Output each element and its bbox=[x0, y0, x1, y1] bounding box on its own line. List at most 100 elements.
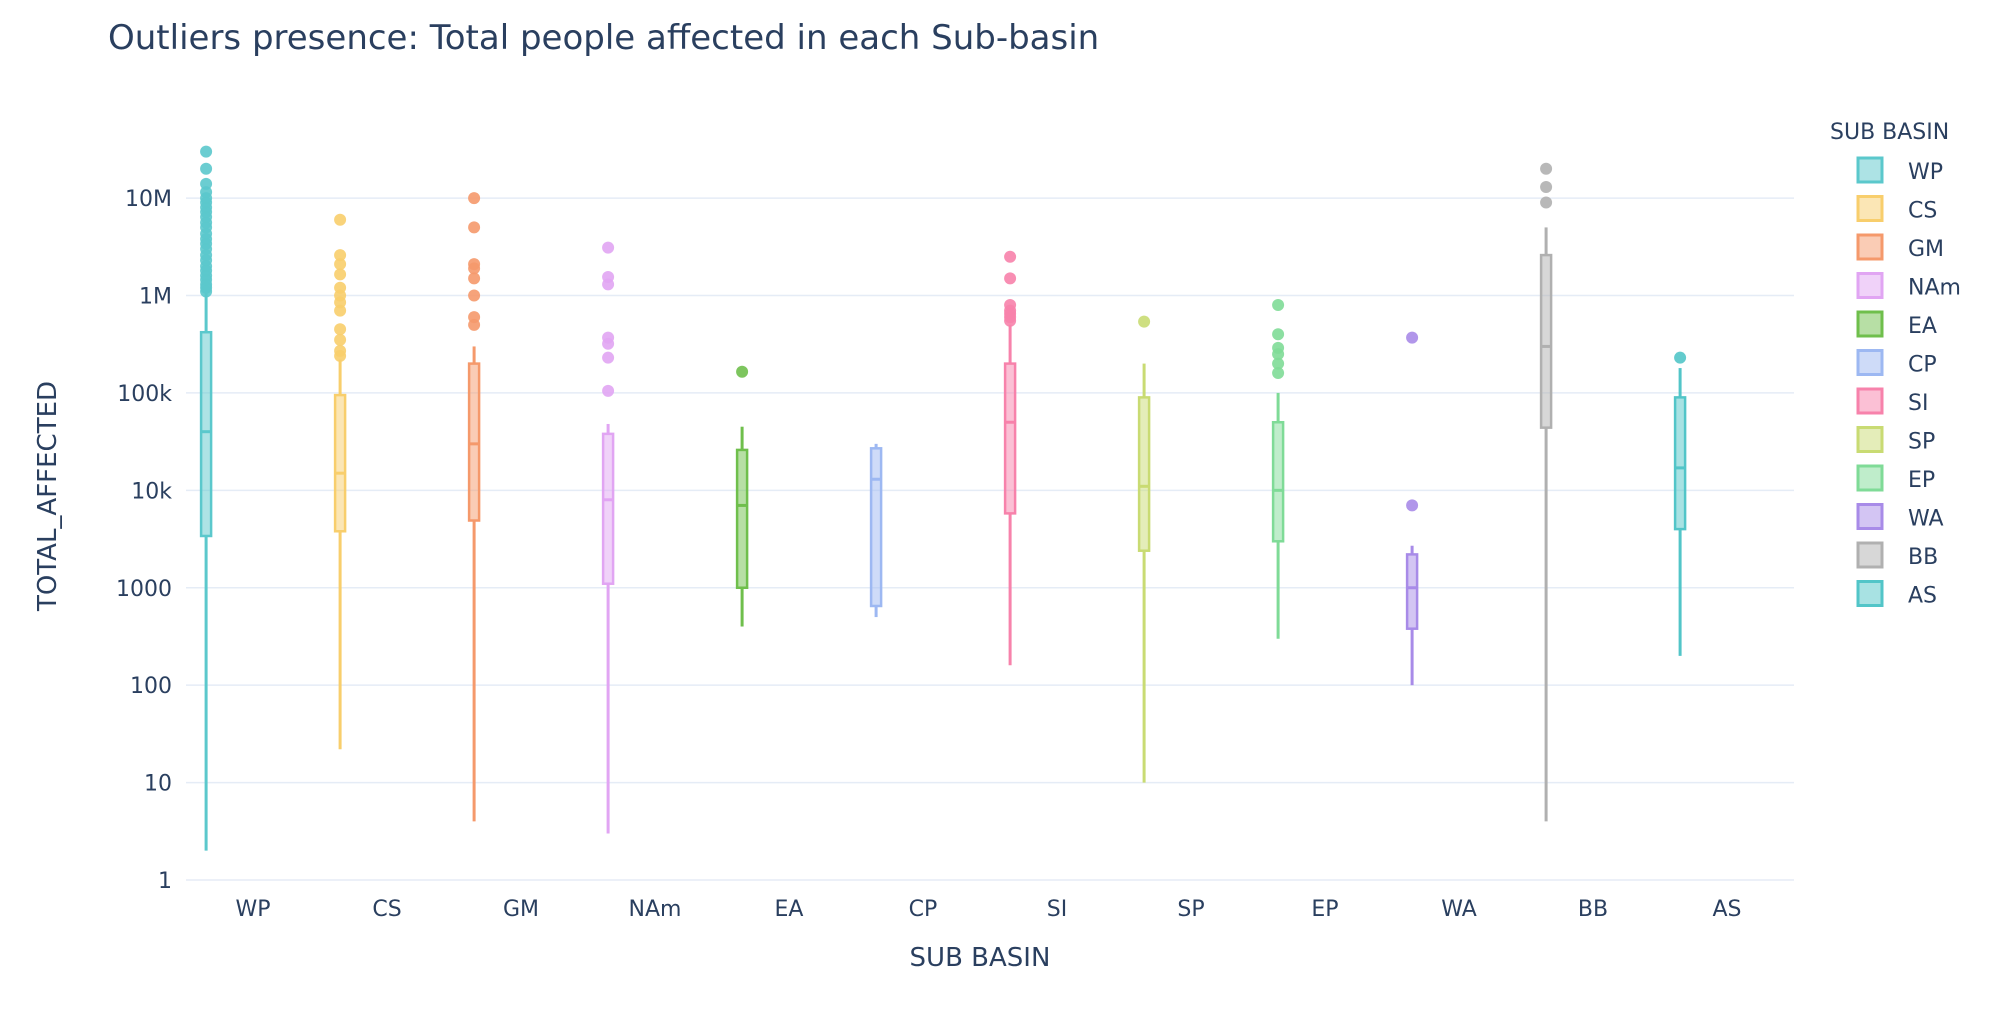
outlier-point bbox=[468, 272, 481, 285]
outlier-point bbox=[334, 258, 347, 271]
x-tick-label-cs: CS bbox=[372, 897, 401, 922]
outlier-point bbox=[602, 351, 615, 364]
x-tick-label-cp: CP bbox=[909, 897, 938, 922]
box-cp[interactable] bbox=[869, 443, 883, 618]
legend-item-ea[interactable]: EA bbox=[1856, 310, 1937, 339]
chart-title: Outliers presence: Total people affected… bbox=[108, 18, 1099, 58]
box-iqr bbox=[333, 393, 347, 533]
legend-label: GM bbox=[1908, 237, 1944, 262]
legend-item-sp[interactable]: SP bbox=[1856, 426, 1935, 455]
legend-swatch bbox=[1856, 156, 1884, 184]
y-axis-ticks: 1 10 100 1000 10k 100k 1M 10M bbox=[116, 187, 172, 894]
box-ea[interactable] bbox=[735, 365, 749, 627]
legend[interactable]: WP CS GM NAm EA CP SI SP EP WA BB AS bbox=[1856, 156, 1961, 609]
outlier-point bbox=[1540, 180, 1553, 193]
legend-swatch bbox=[1856, 541, 1884, 569]
outlier-point bbox=[1272, 357, 1285, 370]
box-bb[interactable] bbox=[1539, 162, 1553, 822]
legend-item-ep[interactable]: EP bbox=[1856, 464, 1935, 493]
x-tick-label-wa: WA bbox=[1441, 897, 1477, 922]
outlier-point bbox=[334, 213, 347, 226]
box-series bbox=[199, 145, 1687, 851]
outlier-point bbox=[1540, 162, 1553, 175]
box-iqr bbox=[1271, 420, 1285, 543]
legend-swatch bbox=[1856, 580, 1884, 607]
y-tick-label: 10 bbox=[144, 772, 172, 797]
legend-item-si[interactable]: SI bbox=[1856, 387, 1928, 416]
y-tick-label: 1000 bbox=[116, 577, 172, 602]
outlier-point bbox=[468, 258, 481, 271]
legend-label: BB bbox=[1908, 545, 1938, 570]
legend-item-wa[interactable]: WA bbox=[1856, 503, 1944, 532]
box-wp[interactable] bbox=[199, 145, 213, 851]
x-tick-label-wp: WP bbox=[235, 897, 270, 922]
x-axis-title: SUB BASIN bbox=[910, 943, 1051, 973]
box-si[interactable] bbox=[1003, 250, 1017, 666]
legend-swatch bbox=[1856, 195, 1884, 222]
outlier-point bbox=[736, 365, 749, 378]
legend-label: NAm bbox=[1908, 276, 1961, 301]
outlier-point bbox=[1406, 499, 1419, 512]
box-gm[interactable] bbox=[467, 192, 481, 822]
outlier-point bbox=[334, 268, 347, 281]
box-ep[interactable] bbox=[1271, 298, 1285, 639]
outlier-point bbox=[468, 289, 481, 302]
outlier-point bbox=[1004, 272, 1017, 285]
legend-label: SP bbox=[1908, 430, 1935, 455]
outlier-point bbox=[200, 177, 213, 190]
outlier-point bbox=[602, 241, 615, 254]
outlier-point bbox=[334, 344, 347, 357]
y-tick-label: 10M bbox=[125, 187, 172, 212]
legend-swatch bbox=[1856, 426, 1884, 453]
box-wa[interactable] bbox=[1405, 331, 1419, 686]
outlier-point bbox=[1406, 331, 1419, 344]
y-axis-title: TOTAL_AFFECTED bbox=[33, 381, 63, 612]
outlier-point bbox=[1674, 351, 1687, 364]
box-iqr bbox=[1405, 553, 1419, 630]
outlier-point bbox=[602, 331, 615, 344]
legend-label: CS bbox=[1908, 199, 1937, 224]
box-iqr bbox=[1003, 362, 1017, 515]
legend-item-as[interactable]: AS bbox=[1856, 580, 1937, 609]
legend-label: EA bbox=[1908, 314, 1937, 339]
box-iqr bbox=[601, 432, 615, 585]
legend-item-bb[interactable]: BB bbox=[1856, 541, 1938, 570]
box-iqr bbox=[1137, 396, 1151, 552]
legend-title: SUB BASIN bbox=[1830, 120, 1949, 145]
outlier-point bbox=[1272, 298, 1285, 311]
y-tick-label: 1 bbox=[158, 869, 172, 894]
y-tick-label: 1M bbox=[139, 285, 172, 310]
legend-item-cs[interactable]: CS bbox=[1856, 195, 1937, 224]
outlier-point bbox=[334, 304, 347, 317]
outlier-point bbox=[468, 221, 481, 234]
legend-item-nam[interactable]: NAm bbox=[1856, 272, 1961, 301]
box-nam[interactable] bbox=[601, 241, 615, 834]
outlier-point bbox=[1272, 367, 1285, 380]
outlier-point bbox=[200, 145, 213, 158]
legend-swatch bbox=[1856, 310, 1884, 338]
outlier-point bbox=[334, 323, 347, 336]
outlier-point bbox=[468, 192, 481, 205]
box-iqr bbox=[869, 447, 883, 608]
box-iqr bbox=[1673, 396, 1687, 531]
x-tick-label-bb: BB bbox=[1578, 897, 1608, 922]
y-tick-label: 100 bbox=[130, 674, 172, 699]
x-tick-label-ea: EA bbox=[775, 897, 804, 922]
box-iqr bbox=[1539, 253, 1553, 429]
legend-item-gm[interactable]: GM bbox=[1856, 233, 1944, 262]
x-tick-label-nam: NAm bbox=[629, 897, 682, 922]
outlier-point bbox=[602, 384, 615, 397]
y-tick-label: 10k bbox=[131, 479, 172, 504]
x-tick-label-si: SI bbox=[1047, 897, 1067, 922]
box-as[interactable] bbox=[1673, 351, 1687, 656]
legend-swatch bbox=[1856, 464, 1884, 492]
x-axis-ticks: WP CS GM NAm EA CP SI SP EP WA BB AS bbox=[235, 897, 1741, 922]
outlier-point bbox=[334, 281, 347, 294]
box-cs[interactable] bbox=[333, 213, 347, 750]
outlier-point bbox=[1138, 315, 1151, 328]
outlier-point bbox=[334, 333, 347, 346]
box-sp[interactable] bbox=[1137, 315, 1151, 783]
legend-item-cp[interactable]: CP bbox=[1856, 349, 1937, 378]
legend-item-wp[interactable]: WP bbox=[1856, 156, 1943, 185]
